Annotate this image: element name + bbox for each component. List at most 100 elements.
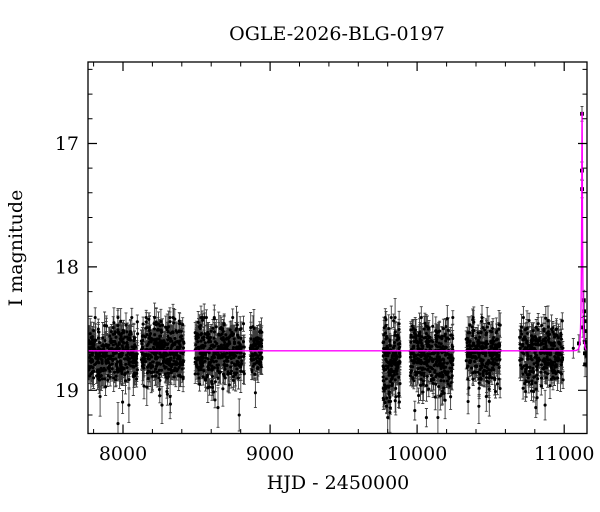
data-point bbox=[431, 324, 435, 328]
data-point bbox=[97, 353, 101, 357]
data-point bbox=[381, 341, 385, 345]
data-point bbox=[534, 381, 538, 385]
data-point bbox=[391, 351, 395, 355]
data-point bbox=[418, 334, 422, 338]
data-point bbox=[132, 371, 137, 375]
data-point bbox=[490, 344, 494, 348]
data-point bbox=[465, 366, 469, 370]
data-point bbox=[168, 320, 172, 324]
data-point bbox=[559, 371, 563, 375]
data-point bbox=[178, 339, 182, 343]
data-point bbox=[388, 343, 392, 347]
data-point bbox=[477, 404, 481, 408]
data-point bbox=[448, 384, 452, 388]
data-point bbox=[536, 377, 540, 381]
data-point bbox=[102, 355, 106, 359]
data-point bbox=[121, 328, 125, 332]
data-point bbox=[417, 347, 421, 351]
data-point bbox=[447, 375, 451, 379]
data-point bbox=[209, 360, 213, 364]
data-point bbox=[253, 337, 257, 342]
data-point bbox=[228, 328, 232, 332]
data-point bbox=[521, 386, 525, 390]
data-point bbox=[232, 351, 236, 356]
data-point bbox=[531, 338, 535, 342]
data-point bbox=[209, 344, 213, 348]
data-point bbox=[465, 341, 469, 345]
data-point bbox=[476, 338, 480, 342]
data-point bbox=[487, 358, 491, 363]
data-point bbox=[197, 357, 201, 361]
data-point bbox=[193, 372, 197, 376]
data-point bbox=[180, 367, 184, 371]
data-point bbox=[102, 366, 106, 370]
data-point bbox=[141, 356, 145, 360]
data-point bbox=[164, 365, 168, 369]
data-point bbox=[543, 403, 547, 407]
data-point bbox=[484, 331, 489, 335]
data-point bbox=[440, 371, 444, 375]
data-point bbox=[497, 357, 501, 361]
data-point bbox=[172, 356, 176, 360]
data-point bbox=[197, 325, 201, 329]
data-point bbox=[466, 399, 470, 404]
data-point bbox=[397, 391, 401, 395]
data-point bbox=[135, 371, 139, 375]
data-point bbox=[440, 365, 444, 369]
data-point bbox=[382, 368, 386, 372]
data-point bbox=[449, 395, 453, 399]
data-point bbox=[481, 358, 485, 362]
data-point bbox=[210, 374, 215, 378]
data-point bbox=[473, 364, 477, 368]
data-point bbox=[211, 353, 216, 357]
data-point bbox=[382, 379, 386, 383]
data-point bbox=[487, 387, 491, 391]
data-point bbox=[256, 366, 260, 370]
data-point bbox=[480, 351, 484, 355]
data-point bbox=[98, 369, 102, 374]
data-point bbox=[204, 353, 208, 357]
data-point bbox=[398, 382, 402, 386]
data-point bbox=[559, 331, 563, 335]
data-point bbox=[124, 362, 128, 366]
data-point bbox=[165, 343, 169, 347]
data-point bbox=[395, 372, 399, 376]
data-point bbox=[412, 340, 416, 344]
data-point bbox=[151, 338, 155, 342]
data-point bbox=[170, 343, 174, 347]
data-point bbox=[126, 355, 130, 359]
data-point bbox=[159, 355, 163, 359]
data-point bbox=[256, 346, 260, 350]
data-point bbox=[497, 327, 501, 331]
data-point bbox=[94, 355, 98, 359]
data-point bbox=[425, 344, 430, 348]
data-point bbox=[530, 379, 534, 383]
data-point bbox=[440, 337, 444, 341]
data-point bbox=[116, 422, 120, 426]
data-point bbox=[393, 378, 397, 382]
data-point bbox=[223, 376, 227, 380]
data-point bbox=[92, 328, 96, 333]
data-point bbox=[527, 380, 531, 384]
data-point bbox=[523, 369, 527, 374]
data-point bbox=[559, 337, 563, 341]
data-point bbox=[539, 363, 543, 367]
data-point bbox=[140, 334, 144, 338]
data-point bbox=[221, 335, 225, 340]
data-point bbox=[519, 325, 524, 329]
data-point bbox=[414, 354, 418, 358]
data-point bbox=[424, 324, 428, 328]
data-point bbox=[422, 327, 426, 331]
data-point bbox=[118, 359, 122, 363]
data-point bbox=[411, 376, 415, 380]
data-point-square bbox=[581, 298, 586, 303]
data-point bbox=[113, 332, 117, 336]
data-point bbox=[168, 402, 172, 406]
data-point bbox=[103, 324, 107, 328]
data-point bbox=[521, 351, 525, 355]
axes-layer bbox=[87, 61, 588, 435]
data-point bbox=[182, 340, 186, 344]
data-point bbox=[536, 338, 540, 342]
data-point bbox=[92, 376, 96, 380]
data-point bbox=[396, 333, 400, 337]
